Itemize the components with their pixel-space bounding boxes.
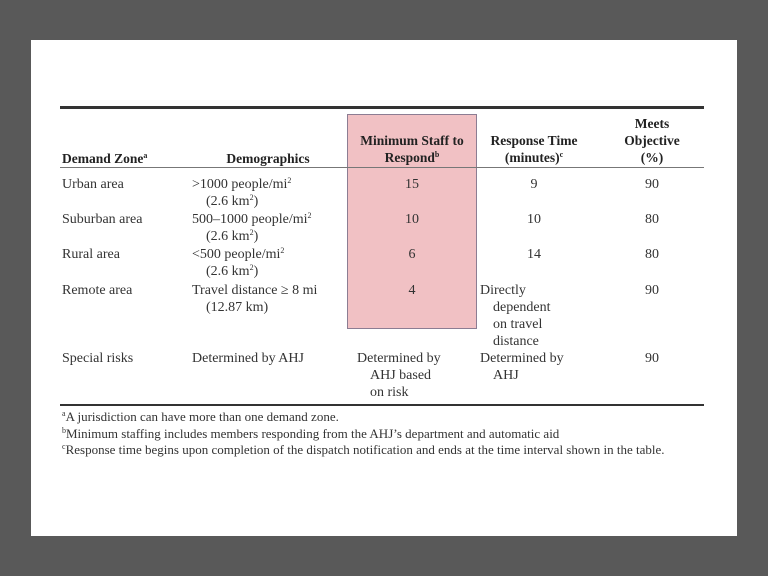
- demographics-cell: >1000 people/mi2 (2.6 km2): [192, 176, 292, 210]
- staff-cell: 4: [408, 283, 416, 298]
- header-min-staff: Minimum Staff to Respondb: [360, 133, 464, 165]
- staff-cell: Determined by AHJ based on risk: [357, 351, 441, 400]
- meets-cell: 90: [645, 177, 659, 192]
- min-staff-highlight: [347, 114, 477, 329]
- response-cell: Directly dependent on travel distance: [480, 283, 551, 349]
- header-demand-zone: Demand Zonea: [62, 151, 148, 166]
- header-rule: [60, 167, 704, 168]
- response-cell: 10: [527, 212, 541, 227]
- demographics-cell: Travel distance ≥ 8 mi (12.87 km): [192, 283, 318, 315]
- staff-cell: 6: [408, 247, 416, 262]
- staff-cell: 10: [405, 212, 419, 227]
- demographics-cell: Determined by AHJ: [192, 351, 304, 366]
- zone-cell: Rural area: [62, 247, 120, 262]
- demographics-cell: <500 people/mi2 (2.6 km2): [192, 246, 285, 280]
- zone-cell: Urban area: [62, 177, 124, 192]
- response-cell: Determined by AHJ: [480, 351, 564, 383]
- footnote-b: bMinimum staffing includes members respo…: [62, 426, 560, 441]
- zone-cell: Remote area: [62, 283, 133, 298]
- staff-cell: 15: [405, 177, 419, 192]
- meets-cell: 90: [645, 283, 659, 298]
- response-cell: 14: [527, 247, 541, 262]
- table-bottom-rule: [60, 404, 704, 406]
- zone-cell: Special risks: [62, 351, 134, 366]
- table-top-rule: [60, 106, 704, 109]
- footnote-c: cResponse time begins upon completion of…: [62, 442, 665, 457]
- meets-cell: 80: [645, 212, 659, 227]
- header-meets-objective: Meets Objective (%): [624, 116, 680, 165]
- meets-cell: 80: [645, 247, 659, 262]
- footnote-a: aA jurisdiction can have more than one d…: [62, 409, 339, 424]
- header-response-time: Response Time (minutes)c: [490, 133, 578, 165]
- zone-cell: Suburban area: [62, 212, 143, 227]
- header-demographics: Demographics: [226, 151, 310, 166]
- demographics-cell: 500–1000 people/mi2 (2.6 km2): [192, 211, 312, 245]
- response-cell: 9: [530, 177, 538, 192]
- meets-cell: 90: [645, 351, 659, 366]
